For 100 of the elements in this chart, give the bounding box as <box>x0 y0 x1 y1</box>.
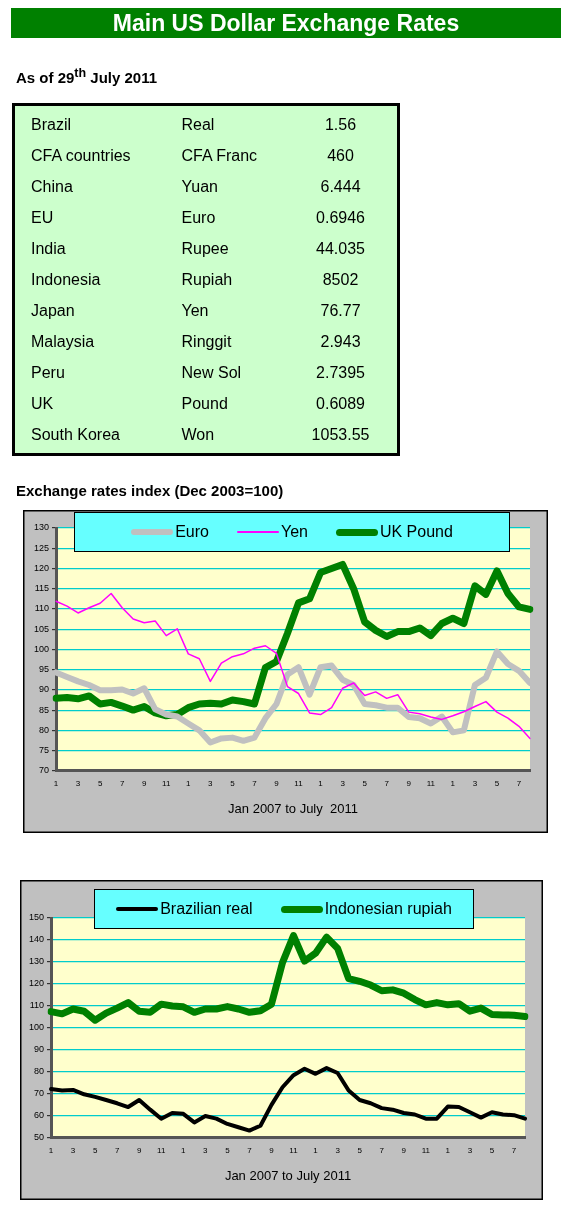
x-tick-label: 7 <box>516 778 522 788</box>
y-tick-label: 140 <box>28 934 45 945</box>
text: Pound <box>180 393 229 414</box>
x-tick-label: 7 <box>252 778 258 788</box>
y-tick-label: 125 <box>33 542 50 553</box>
y-tick-label: 115 <box>34 583 50 594</box>
x-tick-label: 3 <box>467 1145 473 1155</box>
x-tick-label: 5 <box>225 1145 231 1155</box>
x-tick-label: 11 <box>294 778 304 788</box>
category-label: Indonesia <box>30 269 102 290</box>
y-tick-label: 150 <box>28 912 45 923</box>
legend-label: UK Pound <box>379 523 453 541</box>
text: As of 29$^{th}$ July 2011 <box>16 66 158 86</box>
y-tick-label: 90 <box>34 1044 45 1055</box>
legend-label: Indonesian rupiah <box>324 900 452 918</box>
text: Won <box>180 424 216 445</box>
y-tick-label: 110 <box>34 603 50 614</box>
y-tick-label: 80 <box>34 1066 45 1077</box>
data-label: 76.77 <box>319 300 362 321</box>
x-tick-label: 11 <box>157 1145 166 1155</box>
y-tick-label: 110 <box>29 1000 45 1011</box>
x-tick-label: 5 <box>362 778 368 788</box>
x-tick-label: 7 <box>119 778 125 788</box>
legend-label: Yen <box>280 523 308 541</box>
x-tick-label: 11 <box>289 1145 299 1155</box>
x-tick-label: 9 <box>269 1145 275 1155</box>
x-tick-label: 3 <box>75 778 81 788</box>
x-tick-label: 9 <box>274 778 280 788</box>
x-tick-label: 11 <box>162 778 171 788</box>
y-tick-label: 80 <box>39 724 50 735</box>
category-label: Japan <box>30 300 76 321</box>
x-tick-label: 9 <box>141 778 147 788</box>
x-tick-label: 1 <box>48 1145 54 1155</box>
x-axis-title: Jan 2007 to July 2011 <box>224 1167 352 1183</box>
category-label: Malaysia <box>30 331 96 352</box>
x-tick-label: 3 <box>472 778 478 788</box>
y-tick-label: 120 <box>28 978 45 989</box>
x-tick-label: 5 <box>357 1145 363 1155</box>
x-tick-label: 9 <box>136 1145 142 1155</box>
category-label: China <box>30 176 74 197</box>
data-label: 1.56 <box>323 114 358 135</box>
data-label: 460 <box>326 145 355 166</box>
x-tick-label: 5 <box>92 1145 98 1155</box>
y-tick-label: 70 <box>34 1088 45 1099</box>
legend-label: Brazilian real <box>160 900 253 918</box>
y-tick-label: 85 <box>39 704 50 715</box>
x-tick-label: 9 <box>401 1145 407 1155</box>
x-tick-label: 3 <box>340 778 346 788</box>
x-tick-label: 5 <box>230 778 236 788</box>
chart-title: Exchange rates index (Dec 2003=100) <box>16 482 284 499</box>
category-label: South Korea <box>30 424 121 445</box>
x-tick-label: 1 <box>313 1145 319 1155</box>
category-label: UK <box>30 393 55 414</box>
category-label: Peru <box>30 362 66 383</box>
y-tick-label: 50 <box>34 1132 45 1143</box>
data-label: 2.943 <box>319 331 362 352</box>
data-label: 44.035 <box>315 238 366 259</box>
category-label: Brazil <box>30 114 72 135</box>
text: Ringgit <box>180 331 233 352</box>
y-tick-label: 100 <box>28 1022 45 1033</box>
data-label: 1053.55 <box>310 424 371 445</box>
x-tick-label: 1 <box>450 778 456 788</box>
x-tick-label: 11 <box>426 778 436 788</box>
text: Main US Dollar Exchange Rates <box>11 8 561 38</box>
x-tick-label: 7 <box>247 1145 253 1155</box>
x-tick-label: 5 <box>97 778 103 788</box>
x-tick-label: 1 <box>445 1145 451 1155</box>
x-tick-label: 3 <box>335 1145 341 1155</box>
text: Yen <box>180 300 210 321</box>
x-tick-label: 7 <box>511 1145 517 1155</box>
y-tick-label: 130 <box>28 956 45 967</box>
text: Real <box>180 114 216 135</box>
y-tick-label: 70 <box>39 765 50 776</box>
y-tick-label: 95 <box>39 664 50 675</box>
x-tick-label: 5 <box>489 1145 495 1155</box>
y-tick-label: 130 <box>33 522 50 533</box>
x-tick-label: 1 <box>53 778 59 788</box>
text: Euro <box>180 207 217 228</box>
y-tick-label: 60 <box>34 1110 45 1121</box>
x-tick-label: 3 <box>70 1145 76 1155</box>
y-tick-label: 90 <box>39 684 50 695</box>
x-tick-label: 11 <box>421 1145 431 1155</box>
category-label: EU <box>30 207 55 228</box>
y-tick-label: 100 <box>33 643 50 654</box>
data-label: 0.6089 <box>315 393 366 414</box>
x-axis-title: Jan 2007 to July 2011 <box>228 800 358 816</box>
x-tick-label: 3 <box>208 778 214 788</box>
text: New Sol <box>180 362 243 383</box>
text: CFA Franc <box>180 145 259 166</box>
x-tick-label: 7 <box>114 1145 120 1155</box>
data-label: 2.7395 <box>315 362 366 383</box>
x-tick-label: 7 <box>384 778 390 788</box>
text: Rupee <box>180 238 230 259</box>
x-tick-label: 7 <box>379 1145 385 1155</box>
x-tick-label: 3 <box>203 1145 209 1155</box>
data-label: 0.6946 <box>315 207 366 228</box>
x-tick-label: 1 <box>186 778 192 788</box>
x-tick-label: 5 <box>494 778 500 788</box>
legend-label: Euro <box>175 523 209 541</box>
category-label: CFA countries <box>30 145 132 166</box>
